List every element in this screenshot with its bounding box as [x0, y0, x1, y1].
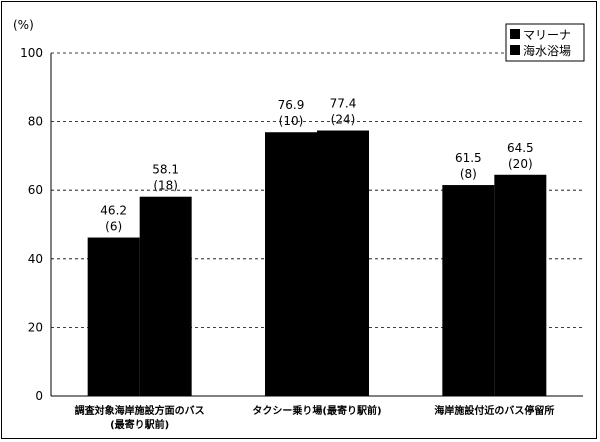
category-label: 調査対象海岸施設方面のバス [75, 404, 205, 417]
bar-marina [265, 132, 317, 396]
data-label-count: (18) [153, 179, 178, 193]
data-label-value: 76.9 [278, 98, 305, 112]
data-label-count: (20) [508, 157, 533, 171]
y-axis-unit-label: (%) [13, 18, 34, 32]
data-label-value: 64.5 [507, 141, 534, 155]
y-tick-label: 80 [28, 115, 43, 129]
legend-swatch-marina [510, 29, 520, 39]
data-labels: 46.2 (6) 76.9 (10) 61.5 (8) 58.1 (18) 77.4 (24) 64… [100, 97, 533, 234]
category-label: (最寄り駅前) [110, 418, 169, 431]
y-axis-ticks: 0 20 40 60 80 100 [20, 46, 43, 403]
bar-beach [494, 174, 547, 396]
y-tick-label: 100 [20, 46, 43, 60]
y-tick-label: 60 [28, 183, 43, 197]
category-label: 海岸施設付近のバス停留所 [434, 404, 554, 417]
data-label-value: 77.4 [330, 97, 357, 111]
data-label-count: (8) [460, 167, 477, 181]
legend-label-beach: 海水浴場 [523, 43, 571, 58]
legend-swatch-beach [510, 45, 520, 55]
bar-beach [139, 196, 192, 396]
bar-marina [87, 237, 140, 396]
category-label: タクシー乗り場(最寄り駅前) [252, 404, 381, 417]
bars [87, 130, 547, 396]
data-label-value: 46.2 [100, 204, 127, 218]
y-tick-label: 40 [28, 252, 43, 266]
data-label-value: 58.1 [152, 163, 179, 177]
bar-marina [442, 185, 495, 396]
y-tick-label: 0 [35, 389, 43, 403]
data-label-count: (24) [331, 113, 356, 127]
legend: マリーナ 海水浴場 [505, 23, 585, 62]
bar-beach [317, 130, 369, 396]
y-tick-label: 20 [28, 320, 43, 334]
category-labels: 調査対象海岸施設方面のバス(最寄り駅前) タクシー乗り場(最寄り駅前) 海岸施設付近… [75, 404, 555, 431]
legend-label-marina: マリーナ [523, 28, 571, 42]
data-label-count: (10) [279, 114, 304, 128]
data-label-count: (6) [105, 220, 122, 234]
data-label-value: 61.5 [455, 151, 482, 165]
